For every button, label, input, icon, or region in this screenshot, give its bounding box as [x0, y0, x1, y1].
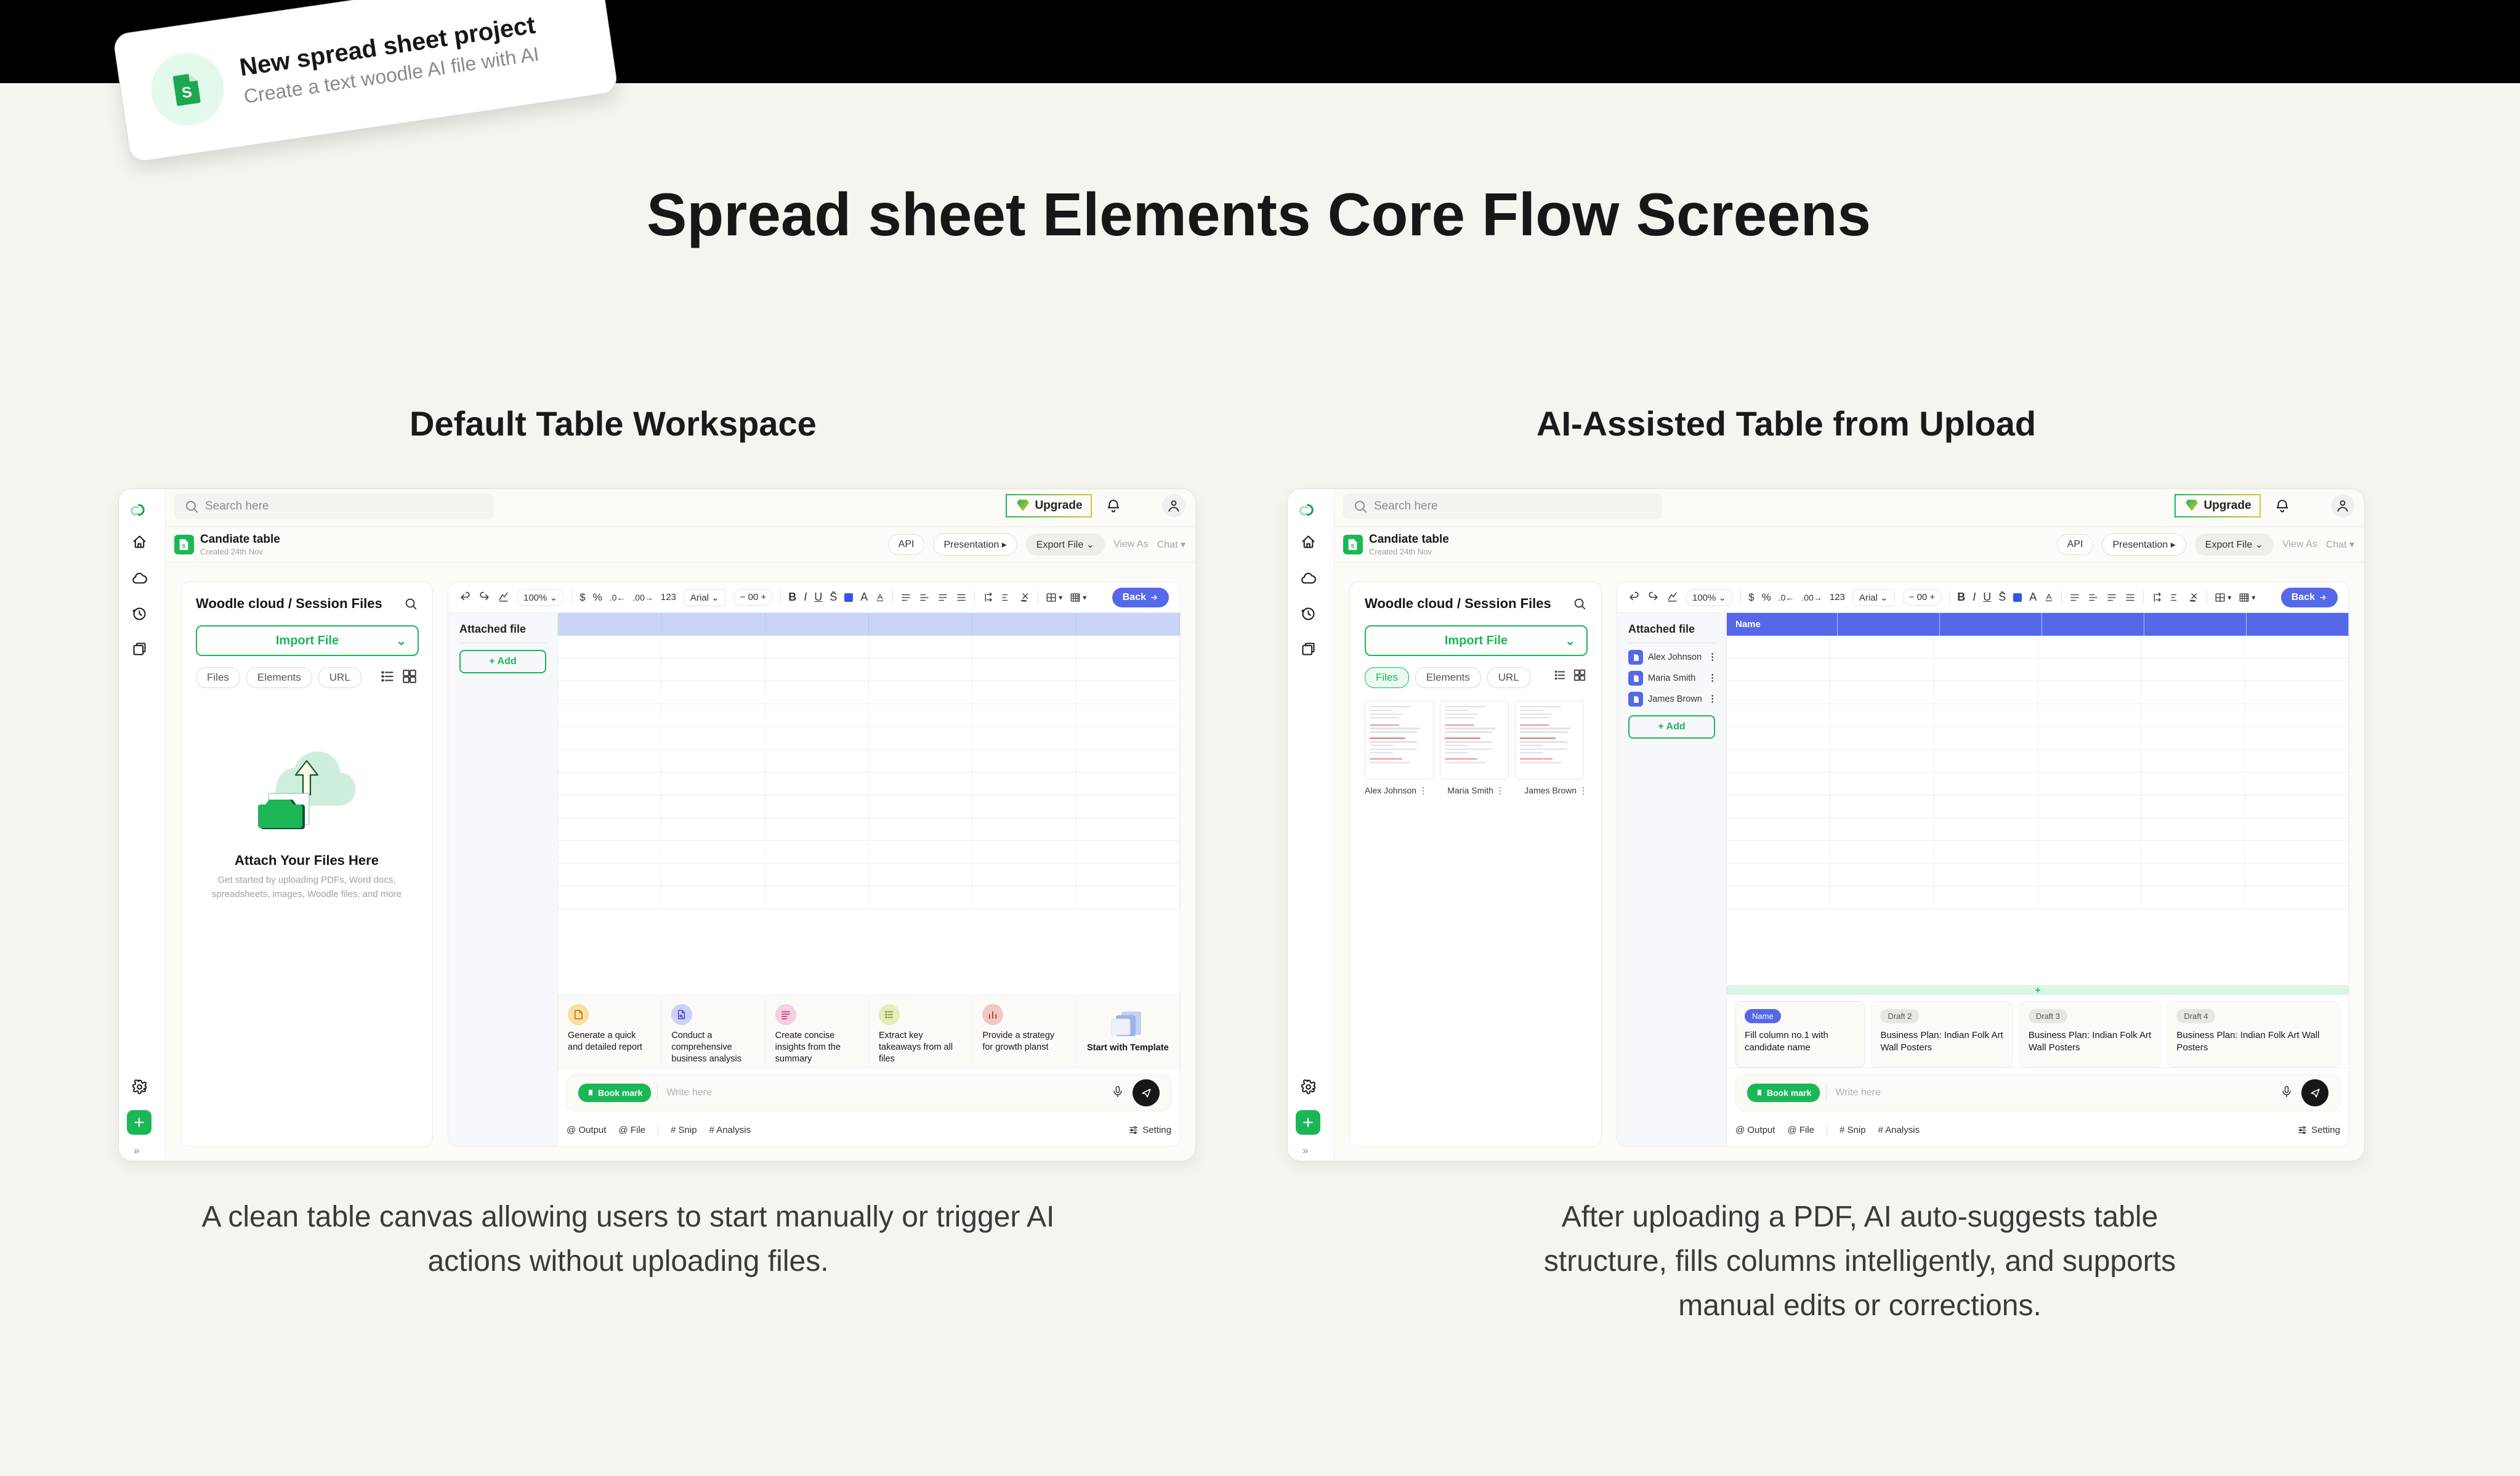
svg-text:S: S — [1351, 543, 1354, 549]
svg-text:S: S — [182, 543, 185, 549]
